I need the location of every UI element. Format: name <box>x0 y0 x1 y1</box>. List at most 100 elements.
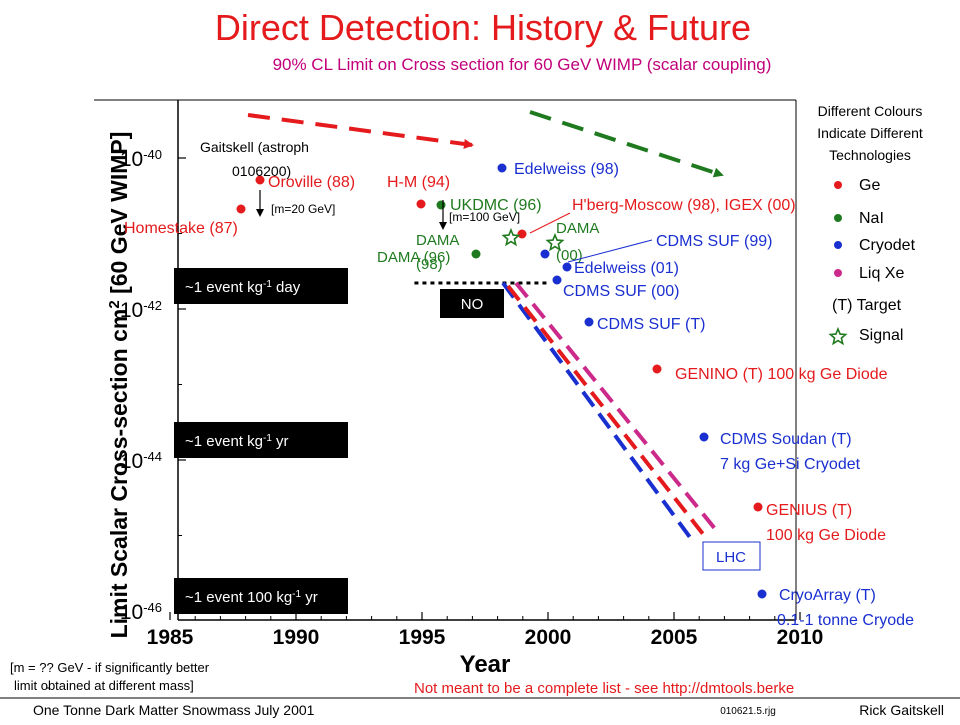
data-point-label: H'berg-Moscow (98), IGEX (00) <box>572 197 796 214</box>
event-rate-box <box>174 422 348 458</box>
legend-marker <box>834 241 842 249</box>
axis-ticks: 1985 1990 1995 2000 2005 201010-4010-4210-441… <box>120 147 824 650</box>
genius-label-2: 100 kg Ge Diode <box>766 527 886 544</box>
legend-header-1: Different Colours <box>818 103 923 119</box>
footer-left: One Tonne Dark Matter Snowmass July 2001 <box>33 702 315 718</box>
event-rate-box <box>174 268 348 304</box>
data-point <box>436 200 446 210</box>
plot-frame <box>177 99 797 621</box>
signal-star <box>545 232 565 252</box>
legend-label: NaI <box>859 210 884 227</box>
y-tick-label: 10-44 <box>120 449 162 474</box>
y-tick-exponent: -42 <box>143 298 162 313</box>
mass-note-1: [m = ?? GeV - if significantly better <box>10 660 210 675</box>
data-point <box>757 589 767 599</box>
y-axis-label-tail: [60 GeV WIMP] <box>106 132 132 301</box>
data-point-label: CryoArray (T) <box>779 587 876 604</box>
legend-marker <box>834 181 842 189</box>
event-rate-main: ~1 event kg <box>185 279 263 296</box>
footer-right: Rick Gaitskell <box>859 702 944 718</box>
footer-mid: 010621.5.rjg <box>720 706 776 717</box>
gaitskell-label-1: Gaitskell (astroph <box>200 139 309 155</box>
legend-label: Liq Xe <box>859 265 904 282</box>
dama00-label-a: DAMA <box>556 220 599 237</box>
data-point-label: Edelweiss (01) <box>574 260 679 277</box>
data-point <box>255 175 265 185</box>
note-link[interactable]: Not meant to be a complete list - see ht… <box>414 680 794 697</box>
event-rate-label: ~1 event kg-1 day <box>185 279 301 297</box>
m20-label: [m=20 GeV] <box>271 202 335 216</box>
x-tick-label: 2010 <box>777 626 824 649</box>
mass-note-2: limit obtained at different mass] <box>14 678 194 693</box>
y-axis-label: Limit Scalar Cross-section cm2 [60 GeV W… <box>106 132 133 639</box>
data-points: Homestake (87) Oroville (88) H-M (94)UKDMC… <box>124 161 888 604</box>
event-rate-boxes: ~1 event kg-1 day~1 event kg-1 yr~1 even… <box>174 268 348 614</box>
data-point <box>517 229 527 239</box>
data-point-label: CDMS SUF (99) <box>656 233 772 250</box>
legend: Different Colours Indicate Different Tec… <box>817 103 923 346</box>
legend-marker <box>834 214 842 222</box>
lhc-label: LHC <box>716 549 746 566</box>
legend-header-2: Indicate Different <box>817 125 923 141</box>
event-rate-sup: -1 <box>263 433 272 444</box>
y-axis-label-main: Limit Scalar Cross-section cm <box>106 309 132 639</box>
data-point <box>699 432 709 442</box>
no-label: NO <box>461 296 484 313</box>
legend-label: Cryodet <box>859 237 916 254</box>
data-point <box>552 275 562 285</box>
data-point-label: Homestake (87) <box>124 220 238 237</box>
x-tick-label: 1995 <box>399 626 446 649</box>
data-point <box>753 502 763 512</box>
x-axis-label: Year <box>460 651 511 678</box>
cdms99-leader <box>567 239 653 263</box>
lhc-box <box>702 541 761 571</box>
red-trend-arrow <box>247 113 474 149</box>
y-tick-label: 10-40 <box>120 147 162 172</box>
data-point-label: CDMS Soudan (T) <box>720 431 852 448</box>
event-rate-label: ~1 event 100 kg-1 yr <box>185 589 318 607</box>
data-point-label: GENIUS (T) <box>766 502 852 519</box>
event-rate-box <box>174 578 348 614</box>
data-point <box>652 364 662 374</box>
y-tick-base: 10 <box>120 450 143 473</box>
y-tick-label: 10-46 <box>120 600 162 625</box>
event-rate-sup: -1 <box>263 279 272 290</box>
legend-label: (T) Target <box>832 297 902 314</box>
event-rate-tail: yr <box>272 433 289 450</box>
trend-lines <box>414 281 718 542</box>
signal-star <box>501 227 521 247</box>
y-tick-base: 10 <box>120 601 143 624</box>
x-tick-label: 1990 <box>273 626 320 649</box>
data-point <box>497 163 507 173</box>
gaitskell-label-2: 0106200) <box>232 163 291 179</box>
data-point-label: H-M (94) <box>387 174 450 191</box>
x-tick-label: 1985 <box>147 626 194 649</box>
no-box <box>440 289 504 318</box>
page-title: Direct Detection: History & Future <box>215 7 751 48</box>
data-point <box>236 204 246 214</box>
y-tick-label: 10-42 <box>120 298 162 323</box>
legend-label: Signal <box>859 327 903 344</box>
page-subtitle: 90% CL Limit on Cross section for 60 GeV… <box>273 55 772 74</box>
data-point <box>540 249 550 259</box>
y-tick-base: 10 <box>120 299 143 322</box>
event-rate-sup: -1 <box>292 589 301 600</box>
cryoarray-label-2: 0.1-1 tonne Cryode <box>777 612 914 629</box>
cdms-soudan-label-2: 7 kg Ge+Si Cryodet <box>720 456 861 473</box>
y-axis-label-sup: 2 <box>106 300 123 308</box>
data-point <box>471 249 481 259</box>
data-point <box>584 317 594 327</box>
data-point <box>416 199 426 209</box>
data-point-label: CDMS SUF (T) <box>597 316 705 333</box>
y-tick-base: 10 <box>120 148 143 171</box>
x-tick-label: 2000 <box>525 626 572 649</box>
y-tick-exponent: -40 <box>143 147 162 162</box>
data-point-label: CDMS SUF (00) <box>563 283 679 300</box>
legend-label: Ge <box>859 177 880 194</box>
data-point-label: Edelweiss (98) <box>514 161 619 178</box>
dama98-label-b: (98) <box>416 256 443 273</box>
x-tick-label: 2005 <box>651 626 698 649</box>
y-tick-exponent: -46 <box>143 600 162 615</box>
data-point <box>562 262 572 272</box>
